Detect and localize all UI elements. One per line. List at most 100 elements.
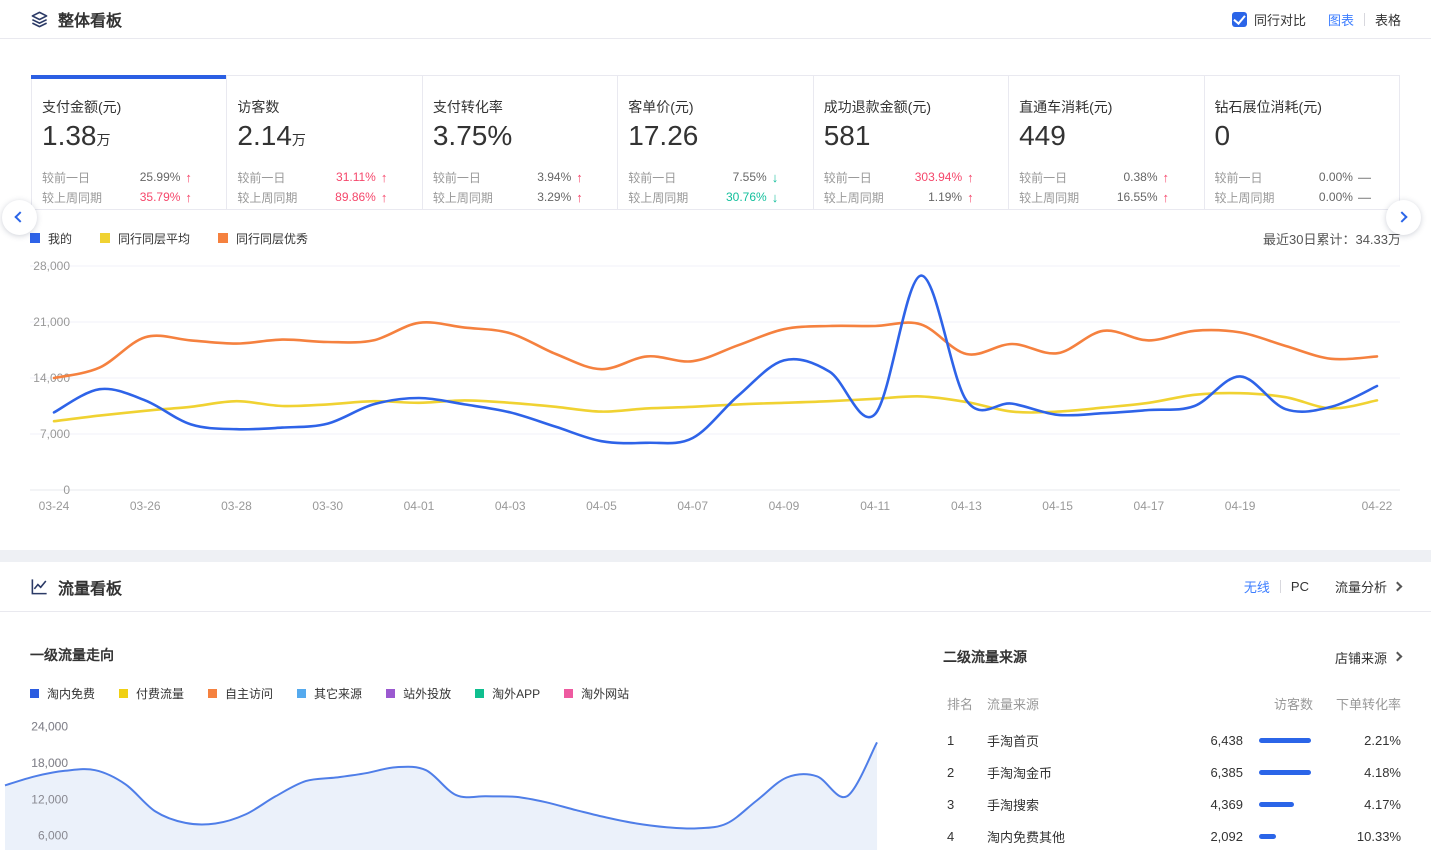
- legend-item[interactable]: 同行同层优秀: [218, 230, 308, 247]
- metric-card[interactable]: 访客数 2.14万 较前一日 31.11% ↑ 较上周同期 89.86% ↑: [226, 75, 423, 210]
- visitors-bar: [1259, 801, 1294, 807]
- compare-week-value: 1.19%: [928, 190, 963, 204]
- view-chart-link[interactable]: 图表: [1327, 12, 1354, 28]
- legend-swatch: [119, 689, 129, 698]
- source-row[interactable]: 2 手淘淘金币 6,385 4.18%: [943, 756, 1401, 788]
- section-gap: [0, 550, 1431, 562]
- source-rate: 10.33%: [1356, 828, 1401, 844]
- card-value: 0: [1214, 120, 1231, 151]
- metric-card[interactable]: 钻石展位消耗(元) 0 较前一日 0.00% — 较上周同期 0.00% —: [1203, 75, 1400, 210]
- legend-swatch: [100, 233, 111, 243]
- legend-swatch: [30, 233, 40, 243]
- x-axis-label: 03-26: [130, 499, 161, 513]
- metric-card[interactable]: 支付转化率 3.75% 较前一日 3.94% ↑ 较上周同期 3.29% ↑: [421, 75, 619, 210]
- legend-item[interactable]: 站外投放: [386, 685, 451, 702]
- x-axis-label: 04-13: [951, 499, 982, 513]
- compare-week-label: 较上周同期: [628, 190, 689, 205]
- compare-day-label: 较前一日: [1019, 170, 1068, 185]
- legend-item[interactable]: 淘外网站: [564, 685, 629, 702]
- legend-swatch: [475, 689, 485, 698]
- x-axis-label: 04-11: [860, 499, 890, 513]
- sources-table: 排名 流量来源 访客数 下单转化率 1 手淘首页 6,438 2.21% 2 手淘淘金币 6…: [943, 691, 1401, 850]
- layers-icon: [30, 10, 49, 29]
- traffic-trend-chart[interactable]: 24,00018,00012,0006,0006,00012,00018,000…: [0, 711, 905, 850]
- compare-day-label: 较前一日: [1214, 170, 1263, 185]
- compare-week-value: 16.55%: [1116, 190, 1158, 204]
- y-axis-label: 14,000: [33, 371, 70, 385]
- series-line: [52, 391, 1379, 423]
- source-rank: 1: [947, 732, 955, 748]
- source-row[interactable]: 1 手淘首页 6,438 2.21%: [943, 724, 1401, 756]
- peer-compare-checkbox[interactable]: [1231, 11, 1247, 27]
- x-axis-label: 04-05: [586, 499, 617, 513]
- source-name: 手淘淘金币: [987, 765, 1053, 781]
- compare-week-value: 0.00%: [1318, 190, 1353, 204]
- card-title: 支付金额(元): [42, 99, 122, 115]
- trend-arrow-icon: ↑: [967, 169, 974, 185]
- legend-label: 自主访问: [225, 687, 274, 701]
- view-table-link[interactable]: 表格: [1374, 12, 1401, 28]
- trend-arrow-icon: ↑: [185, 169, 192, 185]
- y-axis-label: 18,000: [31, 756, 68, 770]
- legend-label: 其它来源: [314, 687, 363, 701]
- source-rank: 4: [947, 828, 955, 844]
- legend-label: 淘外网站: [581, 687, 630, 701]
- legend-item[interactable]: 我的: [30, 230, 72, 247]
- x-axis-label: 04-03: [495, 499, 526, 513]
- tab-wireless[interactable]: 无线: [1243, 580, 1270, 595]
- chevron-right-icon: [1392, 651, 1403, 662]
- traffic-title: 流量看板: [58, 580, 123, 598]
- source-visitors: 4,369: [1210, 796, 1243, 812]
- tab-pc[interactable]: PC: [1290, 579, 1309, 594]
- metric-card[interactable]: 客单价(元) 17.26 较前一日 7.55% ↓ 较上周同期 30.76% ↓: [617, 75, 814, 210]
- y-axis-label: 28,000: [33, 259, 70, 273]
- card-value: 3.75%: [432, 120, 513, 151]
- period-total: 最近30日累计：34.33万: [1263, 231, 1401, 247]
- series-line: [52, 274, 1379, 445]
- legend-item[interactable]: 付费流量: [119, 685, 184, 702]
- legend-item[interactable]: 淘外APP: [475, 685, 540, 702]
- card-title: 钻石展位消耗(元): [1214, 99, 1322, 115]
- compare-week-label: 较上周同期: [1019, 190, 1080, 205]
- metric-cards: 支付金额(元) 1.38万 较前一日 25.99% ↑ 较上周同期 35.79% ↑ 访客数 2.…: [31, 75, 1400, 210]
- overview-header: 整体看板 同行对比 图表 表格: [0, 0, 1431, 39]
- trend-title: 一级流量走向: [30, 647, 114, 663]
- source-row[interactable]: 3 手淘搜索 4,369 4.17%: [943, 788, 1401, 820]
- col-rate: 下单转化率: [1335, 696, 1401, 712]
- legend-item[interactable]: 同行同层平均: [100, 230, 190, 247]
- shop-sources-link[interactable]: 店铺来源: [1335, 648, 1403, 667]
- divider: [1279, 580, 1281, 593]
- compare-week-value: 89.86%: [335, 190, 376, 204]
- x-axis-label: 03-24: [39, 499, 70, 513]
- trend-arrow-icon: ↑: [576, 169, 583, 185]
- carousel-prev-button[interactable]: [2, 200, 37, 235]
- source-row[interactable]: 4 淘内免费其他 2,092 10.33%: [943, 820, 1401, 850]
- legend-item[interactable]: 自主访问: [208, 685, 273, 702]
- x-axis-label: 04-01: [404, 499, 435, 513]
- legend-label: 淘内免费: [47, 687, 96, 701]
- metric-card[interactable]: 支付金额(元) 1.38万 较前一日 25.99% ↑ 较上周同期 35.79% ↑: [31, 75, 228, 210]
- card-title: 成功退款金额(元): [823, 99, 932, 115]
- metric-card[interactable]: 直通车消耗(元) 449 较前一日 0.38% ↑ 较上周同期 16.55% ↑: [1008, 75, 1205, 210]
- x-axis-label: 04-07: [677, 499, 708, 513]
- x-axis-label: 04-19: [1225, 499, 1256, 513]
- overview-panel: 整体看板 同行对比 图表 表格 支付金额(元) 1.38万 较前一日 25.99% ↑ 较…: [0, 0, 1431, 550]
- overview-trend-chart[interactable]: 0 7,000 14,000 21,000 28,000 03-24 03-26 03-28 0…: [0, 258, 1420, 520]
- legend-swatch: [208, 689, 218, 698]
- sources-title: 二级流量来源: [943, 649, 1027, 665]
- x-axis-label: 04-22: [1362, 499, 1393, 513]
- col-visitors: 访客数: [1273, 696, 1313, 712]
- legend-item[interactable]: 其它来源: [297, 685, 362, 702]
- trend-arrow-icon: —: [1357, 169, 1371, 185]
- card-value: 2.14万: [237, 120, 306, 151]
- metric-card[interactable]: 成功退款金额(元) 581 较前一日 303.94% ↑ 较上周同期 1.19% ↑: [812, 75, 1010, 210]
- carousel-next-button[interactable]: [1386, 200, 1421, 235]
- legend-label: 我的: [48, 231, 73, 246]
- compare-day-value: 31.11%: [336, 170, 376, 184]
- traffic-header: 流量看板 无线 PC 流量分析: [0, 562, 1431, 612]
- legend-item[interactable]: 淘内免费: [30, 685, 95, 702]
- series-line: [4, 741, 878, 830]
- traffic-analysis-link[interactable]: 流量分析: [1335, 577, 1403, 596]
- x-axis-label: 04-17: [1134, 499, 1165, 513]
- visitors-bar: [1259, 737, 1311, 743]
